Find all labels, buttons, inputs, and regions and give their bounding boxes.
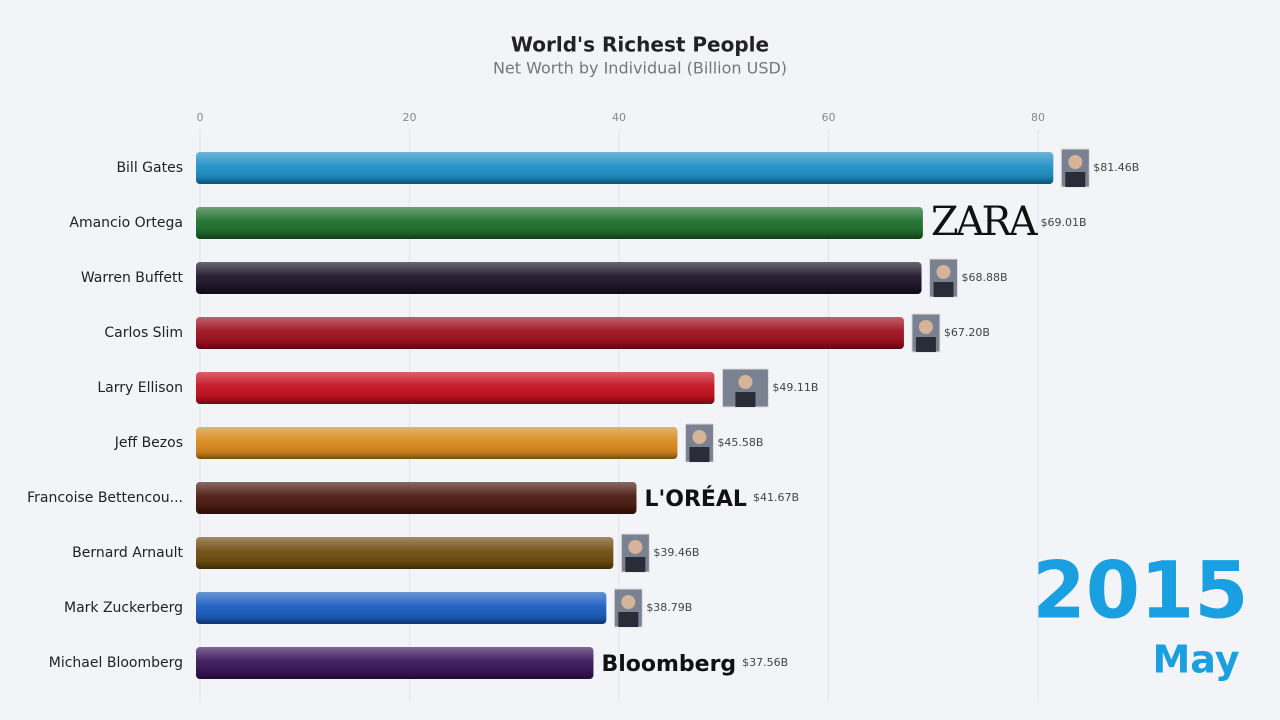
bar-shine	[196, 372, 715, 404]
category-label: Francoise Bettencou...	[27, 490, 183, 506]
category-label: Michael Bloomberg	[49, 655, 183, 671]
photo-suit	[689, 447, 710, 462]
category-label: Bernard Arnault	[72, 545, 183, 561]
category-label: Warren Buffett	[81, 270, 184, 286]
photo-face	[692, 430, 707, 444]
category-label: Larry Ellison	[97, 380, 183, 396]
bar-shine	[196, 647, 594, 679]
category-label: Amancio Ortega	[69, 215, 183, 231]
month-label: May	[1152, 638, 1239, 682]
logo-text: ZARA	[931, 199, 1039, 245]
value-label: $49.11B	[772, 381, 818, 394]
photo-suit	[735, 392, 756, 407]
value-label: $81.46B	[1093, 161, 1139, 174]
photo-face	[918, 320, 933, 334]
photo-face	[936, 265, 951, 279]
value-label: $38.79B	[646, 601, 692, 614]
bar-shine	[196, 482, 637, 514]
value-label: $69.01B	[1041, 216, 1087, 229]
photo-face	[621, 595, 636, 609]
bar-shine	[196, 207, 923, 239]
value-label: $41.67B	[753, 491, 799, 504]
x-tick-label: 20	[403, 111, 417, 124]
x-tick-label: 60	[822, 111, 836, 124]
photo-suit	[618, 612, 639, 627]
bar-shine	[196, 317, 904, 349]
photo-face	[628, 540, 643, 554]
logo-text: L'ORÉAL	[644, 486, 746, 512]
chart-title: World's Richest People	[511, 33, 769, 57]
photo-face	[1068, 155, 1083, 169]
year-label: 2015	[1031, 546, 1248, 636]
x-tick-label: 40	[612, 111, 626, 124]
photo-suit	[1065, 172, 1086, 187]
logo-text: Bloomberg	[601, 652, 736, 677]
chart-subtitle: Net Worth by Individual (Billion USD)	[493, 59, 787, 78]
bar-shine	[196, 152, 1054, 184]
value-label: $45.58B	[717, 436, 763, 449]
bar-shine	[196, 592, 607, 624]
photo-suit	[625, 557, 646, 572]
x-tick-label: 80	[1031, 111, 1045, 124]
photo-suit	[933, 282, 954, 297]
value-label: $68.88B	[962, 271, 1008, 284]
value-label: $37.56B	[742, 656, 788, 669]
value-label: $39.46B	[653, 546, 699, 559]
photo-suit	[915, 337, 936, 352]
x-tick-label: 0	[197, 111, 204, 124]
bar-shine	[196, 537, 614, 569]
category-label: Mark Zuckerberg	[64, 600, 183, 616]
bar-shine	[196, 262, 922, 294]
category-label: Jeff Bezos	[114, 435, 183, 451]
value-label: $67.20B	[944, 326, 990, 339]
photo-face	[738, 375, 753, 389]
category-label: Carlos Slim	[104, 325, 183, 341]
category-label: Bill Gates	[116, 160, 183, 176]
bar-shine	[196, 427, 678, 459]
